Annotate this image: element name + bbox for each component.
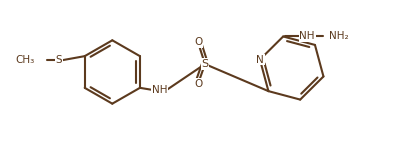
Text: S: S	[201, 59, 208, 69]
Text: CH₃: CH₃	[15, 55, 35, 65]
Text: N: N	[256, 55, 263, 65]
Text: O: O	[194, 79, 202, 89]
Text: O: O	[194, 37, 202, 47]
Text: S: S	[55, 55, 62, 65]
Text: NH₂: NH₂	[328, 32, 348, 41]
Text: NH: NH	[152, 85, 167, 95]
Text: NH: NH	[298, 32, 314, 41]
